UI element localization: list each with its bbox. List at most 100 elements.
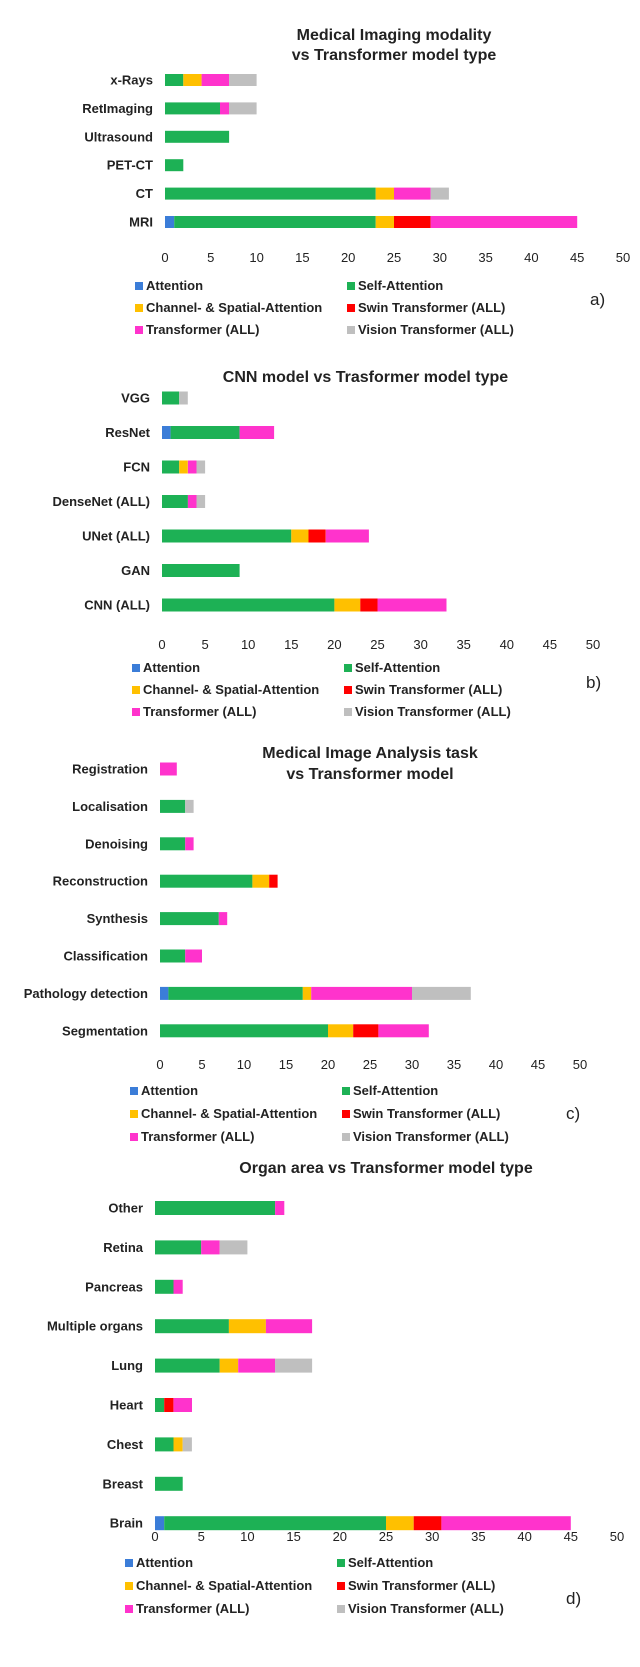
bar-segment [375, 216, 394, 228]
bar-segment [239, 426, 275, 439]
x-tick-label: 20 [327, 637, 341, 652]
bar-segment [360, 598, 378, 612]
legend-label: Swin Transformer (ALL) [353, 1106, 500, 1121]
panel-label: a) [590, 290, 605, 309]
legend-swatch [130, 1110, 138, 1118]
legend-label: Vision Transformer (ALL) [355, 704, 511, 719]
category-label: UNet (ALL) [82, 529, 150, 544]
legend-swatch [132, 708, 140, 716]
bar-segment [155, 1319, 229, 1334]
bar-segment [229, 102, 257, 115]
bar-segment [162, 564, 240, 577]
bar-segment [196, 460, 206, 474]
bar-segment [185, 949, 202, 963]
bar-segment [413, 1516, 442, 1531]
category-label: CNN (ALL) [84, 598, 150, 613]
x-tick-label: 30 [425, 1529, 439, 1544]
legend-swatch [125, 1605, 133, 1613]
bar-segment [218, 912, 228, 926]
x-tick-label: 35 [456, 637, 470, 652]
category-label: Classification [63, 949, 148, 964]
x-tick-label: 25 [363, 1057, 377, 1072]
legend-swatch [347, 282, 355, 290]
legend-label: Attention [146, 278, 203, 293]
x-tick-label: 20 [333, 1529, 347, 1544]
x-tick-label: 0 [161, 250, 168, 265]
bar-segment [183, 74, 202, 86]
bar-segment [229, 74, 257, 86]
bar-segment [160, 762, 177, 776]
legend-label: Attention [136, 1555, 193, 1570]
category-label: Other [108, 1201, 143, 1216]
x-tick-label: 10 [240, 1529, 254, 1544]
bar-segment [162, 460, 180, 474]
bar-segment [165, 159, 184, 172]
bar-segment [196, 495, 206, 508]
x-tick-label: 35 [478, 250, 492, 265]
bar-segment [302, 986, 312, 1000]
chart-title: vs Transformer model type [292, 47, 497, 64]
bar-segment [155, 1358, 220, 1373]
category-label: RetImaging [82, 101, 153, 116]
x-tick-label: 40 [517, 1529, 531, 1544]
legend-label: Self-Attention [355, 660, 440, 675]
bar-segment [265, 1319, 313, 1334]
bar-segment [162, 598, 335, 612]
bar-segment [173, 1437, 183, 1452]
bar-segment [162, 529, 292, 543]
bar-segment [160, 1024, 328, 1038]
legend-swatch [344, 686, 352, 694]
x-tick-label: 5 [201, 637, 208, 652]
bar-segment [291, 529, 309, 543]
bar-segment [155, 1201, 276, 1215]
legend-label: Transformer (ALL) [143, 704, 256, 719]
legend-label: Channel- & Spatial-Attention [146, 300, 322, 315]
bar-segment [394, 216, 431, 228]
x-tick-label: 25 [379, 1529, 393, 1544]
legend-label: Vision Transformer (ALL) [353, 1129, 509, 1144]
legend-label: Channel- & Spatial-Attention [143, 682, 319, 697]
legend-swatch [337, 1582, 345, 1590]
bar-segment [185, 837, 194, 851]
bar-segment [252, 874, 270, 888]
x-tick-label: 30 [405, 1057, 419, 1072]
bar-segment [187, 495, 197, 508]
x-tick-label: 50 [573, 1057, 587, 1072]
legend-label: Vision Transformer (ALL) [358, 322, 514, 337]
category-label: ResNet [105, 425, 150, 440]
x-tick-label: 0 [158, 637, 165, 652]
bar-segment [168, 986, 303, 1000]
x-tick-label: 35 [471, 1529, 485, 1544]
x-tick-label: 5 [198, 1529, 205, 1544]
bar-segment [275, 1358, 313, 1373]
legend-label: Transformer (ALL) [141, 1129, 254, 1144]
x-tick-label: 30 [433, 250, 447, 265]
x-tick-label: 5 [207, 250, 214, 265]
bar-segment [219, 1358, 239, 1373]
bar-segment [179, 391, 188, 405]
x-tick-label: 45 [543, 637, 557, 652]
x-tick-label: 10 [241, 637, 255, 652]
legend-swatch [337, 1605, 345, 1613]
legend-swatch [135, 326, 143, 334]
legend-label: Vision Transformer (ALL) [348, 1601, 504, 1616]
bar-segment [155, 1240, 202, 1255]
category-label: Multiple organs [47, 1319, 143, 1334]
legend-swatch [125, 1559, 133, 1567]
legend-swatch [135, 282, 143, 290]
x-tick-label: 5 [198, 1057, 205, 1072]
x-tick-label: 10 [237, 1057, 251, 1072]
legend-swatch [132, 686, 140, 694]
legend-label: Attention [141, 1083, 198, 1098]
bar-segment [412, 986, 471, 1000]
legend-label: Swin Transformer (ALL) [355, 682, 502, 697]
bar-segment [165, 187, 376, 200]
bar-segment [187, 460, 197, 474]
bar-segment [160, 912, 219, 926]
chart-title: Medical Imaging modality [297, 27, 492, 44]
chart-b: CNN model vs Trasformer model type VGG Res… [52, 369, 601, 719]
bar-segment [173, 1279, 183, 1294]
x-tick-label: 25 [370, 637, 384, 652]
bar-segment [162, 426, 171, 439]
category-label: Ultrasound [84, 129, 153, 144]
